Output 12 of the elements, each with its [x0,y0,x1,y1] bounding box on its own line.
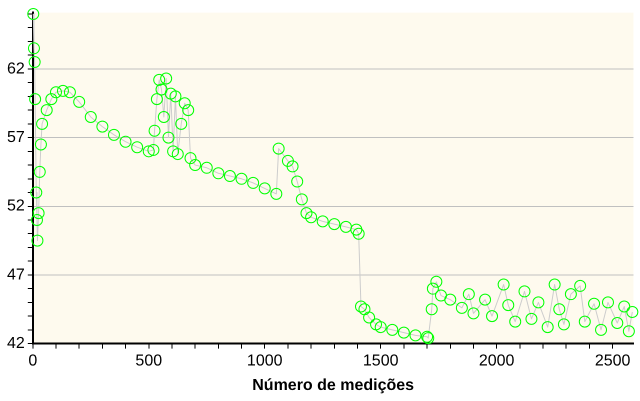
x-tick-label: 2500 [594,352,631,370]
y-tick-label: 52 [7,198,25,215]
y-tick-label: 57 [7,128,25,146]
x-tick-label: 1500 [362,352,399,370]
y-tick-label: 47 [7,266,25,284]
y-tick-label: 42 [7,335,25,352]
y-tick-label: 62 [7,60,25,78]
x-tick-label: 0 [28,352,38,370]
x-tick-label: 2000 [478,352,515,370]
x-tick-label: 500 [135,352,162,370]
x-axis-title: Número de medições [252,376,414,394]
x-tick-label: 1000 [246,352,283,370]
